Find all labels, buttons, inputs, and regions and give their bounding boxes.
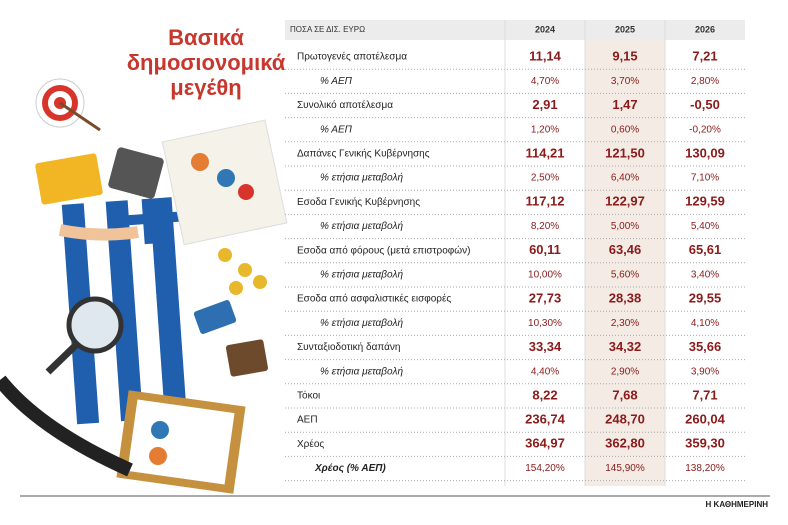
cell-value: 6,40%: [611, 173, 639, 184]
cell-value: 117,12: [525, 194, 564, 209]
cell-value: 29,55: [689, 291, 722, 306]
cell-value: 60,11: [529, 242, 561, 257]
cell-value: -0,50: [690, 97, 720, 112]
table: ΠΟΣΑ ΣΕ ΔΙΣ. ΕΥΡΩ 2024 2025 2026 Πρωτογενές …: [285, 20, 745, 486]
illustration: [0, 78, 288, 494]
cell-value: 9,15: [612, 49, 637, 64]
cell-value: 138,20%: [685, 463, 725, 474]
cell-value: -0,20%: [689, 124, 721, 135]
column-year: 2025: [615, 24, 635, 34]
cell-value: 2,90%: [611, 366, 639, 377]
row-label: Δαπάνες Γενικής Κυβέρνησης: [297, 148, 430, 160]
cell-value: 5,40%: [691, 221, 719, 232]
cell-value: 236,74: [525, 412, 566, 427]
cell-value: 7,68: [612, 387, 637, 402]
cell-value: 7,10%: [691, 173, 719, 184]
magnifier: [66, 296, 124, 354]
cell-value: 359,30: [685, 436, 725, 451]
row-label: % ετήσια μεταβολή: [320, 365, 403, 377]
cell-value: 7,71: [692, 387, 717, 402]
cell-value: 114,21: [525, 145, 564, 160]
cell-value: 34,32: [609, 339, 642, 354]
calculator: [108, 147, 164, 199]
row-label: Πρωτογενές αποτέλεσμα: [297, 51, 407, 63]
cell-value: 33,34: [529, 339, 562, 354]
cell-value: 28,38: [609, 291, 642, 306]
cell-value: 4,40%: [531, 366, 559, 377]
cell-value: 8,20%: [531, 221, 559, 232]
title-line: δημοσιονομικά: [127, 50, 286, 75]
title-line: Βασικά: [168, 25, 244, 50]
cell-value: 5,60%: [611, 270, 639, 281]
cell-value: 63,46: [609, 242, 642, 257]
row-label: Εσοδα Γενικής Κυβέρνησης: [297, 196, 420, 208]
cell-value: 129,59: [685, 194, 725, 209]
cell-value: 8,22: [532, 387, 557, 402]
cell-value: 1,20%: [531, 124, 559, 135]
cell-value: 2,30%: [611, 318, 639, 329]
row-label: % ετήσια μεταβολή: [320, 220, 403, 232]
cell-value: 364,97: [525, 436, 565, 451]
cell-value: 154,20%: [525, 463, 565, 474]
cell-value: 122,97: [605, 194, 645, 209]
cell-value: 7,21: [692, 49, 717, 64]
cell-value: 10,30%: [528, 318, 562, 329]
header-background: [285, 20, 745, 40]
cell-value: 10,00%: [528, 270, 562, 281]
row-label: % ετήσια μεταβολή: [320, 269, 403, 281]
row-label: Χρέος (% ΑΕΠ): [314, 463, 386, 474]
row-label: % ετήσια μεταβολή: [320, 172, 403, 184]
cell-value: 11,14: [529, 49, 562, 64]
source: Η ΚΑΘΗΜΕΡΙΝΗ: [706, 500, 769, 509]
row-label: Τόκοι: [297, 390, 320, 402]
cell-value: 3,90%: [691, 366, 719, 377]
row-label: % ετήσια μεταβολή: [320, 317, 403, 329]
cell-value: 5,00%: [611, 221, 639, 232]
target: [35, 78, 101, 132]
cell-value: 130,09: [685, 145, 725, 160]
row-label: % ΑΕΠ: [320, 124, 353, 135]
cell-value: 0,60%: [611, 124, 639, 135]
cell-value: 65,61: [689, 242, 722, 257]
cell-value: 260,04: [685, 412, 726, 427]
cell-value: 2,80%: [691, 76, 719, 87]
cell-value: 4,10%: [691, 318, 719, 329]
row-label: Συνολικό αποτέλεσμα: [297, 99, 393, 111]
cell-value: 362,80: [605, 436, 645, 451]
column-unit: ΠΟΣΑ ΣΕ ΔΙΣ. ΕΥΡΩ: [290, 25, 365, 34]
row-label: % ΑΕΠ: [320, 76, 353, 87]
cell-value: 2,91: [532, 97, 557, 112]
row-label: Εσοδα από ασφαλιστικές εισφορές: [297, 293, 451, 305]
wallet: [35, 153, 103, 205]
title-line: μεγέθη: [170, 75, 241, 100]
cell-value: 2,50%: [531, 173, 559, 184]
column-year: 2024: [535, 24, 555, 34]
row-label: ΑΕΠ: [297, 415, 318, 426]
cell-value: 145,90%: [605, 463, 645, 474]
row-label: Χρέος: [297, 438, 324, 450]
cell-value: 27,73: [529, 291, 562, 306]
column-year: 2026: [695, 24, 715, 34]
row-label: Συνταξιοδοτική δαπάνη: [297, 341, 400, 353]
row-label: Εσοδα από φόρους (μετά επιστροφών): [297, 244, 470, 256]
cell-value: 35,66: [689, 339, 722, 354]
cell-value: 248,70: [605, 412, 645, 427]
cell-value: 3,70%: [611, 76, 639, 87]
cell-value: 1,47: [612, 97, 637, 112]
cell-value: 3,40%: [691, 270, 719, 281]
cell-value: 121,50: [605, 145, 645, 160]
greek-flag: [61, 195, 212, 425]
cell-value: 4,70%: [531, 76, 559, 87]
